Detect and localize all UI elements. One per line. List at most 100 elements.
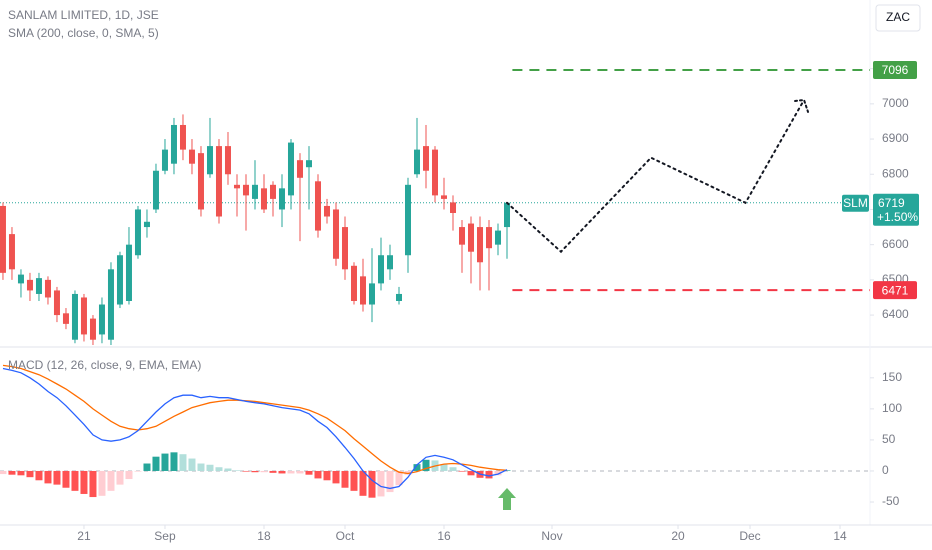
histogram-bar (188, 458, 196, 471)
candle-body (26, 279, 33, 291)
price-level-badge (873, 281, 917, 300)
projection-path (506, 99, 805, 254)
symbol-label: SLM (843, 196, 868, 210)
x-tick-label: Oct (336, 529, 355, 543)
histogram-bar (422, 459, 430, 471)
candle-body (89, 318, 96, 340)
candle-body (504, 202, 511, 228)
histogram-bar (413, 464, 421, 471)
histogram-bar (296, 470, 304, 474)
candle-body (233, 184, 240, 189)
candle-body (62, 313, 69, 324)
histogram-bar (404, 470, 412, 475)
candle-body (98, 304, 105, 335)
histogram-bar (161, 453, 169, 471)
plot-layer: 64006500660067006800690070007100-5005010… (0, 61, 919, 543)
histogram-bar (53, 470, 61, 485)
candle-body (486, 227, 493, 249)
histogram-bar (350, 470, 358, 491)
histogram-bar (251, 470, 259, 473)
histogram-bar (314, 470, 322, 479)
histogram-bar (206, 464, 214, 471)
candle-body (8, 234, 15, 270)
macd-line (2, 367, 508, 490)
candle-body (53, 290, 60, 316)
x-tick-label: 16 (437, 529, 451, 543)
currency-box[interactable] (875, 4, 921, 32)
currency-label[interactable]: ZAC (886, 10, 910, 24)
candle-body (287, 142, 294, 196)
candle-body (323, 205, 330, 217)
candle-body (17, 274, 24, 284)
signal-arrow (498, 488, 516, 510)
histogram-bar (287, 470, 295, 474)
candle-body (422, 146, 429, 171)
histogram-bar (152, 456, 160, 471)
y-tick-label: 0 (882, 463, 889, 477)
histogram-bar (305, 470, 313, 475)
y-tick-label: 150 (882, 370, 902, 384)
candle-body (80, 297, 87, 335)
candle-body (450, 202, 457, 213)
candle-body (197, 153, 204, 210)
candle-body (359, 276, 366, 305)
candle-body (432, 149, 438, 196)
x-tick-label: Dec (739, 529, 760, 543)
chart-title: SANLAM LIMITED, 1D, JSE (8, 8, 159, 22)
histogram-bar (485, 470, 493, 479)
y-tick-label: 6600 (882, 237, 909, 251)
histogram-bar (242, 470, 250, 472)
histogram-bar (323, 470, 331, 481)
candle-body (459, 227, 466, 245)
x-tick-label: Sep (154, 529, 176, 543)
histogram-bar (143, 463, 151, 471)
candle-body (278, 188, 285, 210)
histogram-bar (386, 470, 394, 493)
histogram-bar (0, 470, 7, 475)
candle-body (386, 255, 393, 270)
histogram-bar (125, 470, 133, 480)
candle-body (495, 230, 502, 245)
x-tick-label: 14 (833, 529, 847, 543)
candle-body (314, 181, 321, 231)
candle-body (296, 160, 303, 178)
candle-body (269, 184, 276, 199)
histogram-bar (377, 470, 385, 497)
candle-body (350, 265, 357, 301)
candle-body (368, 283, 375, 305)
candle-body (477, 227, 484, 263)
candle-body (71, 293, 78, 340)
candle-body (377, 255, 384, 284)
projection-arrowhead (794, 98, 810, 113)
histogram-bar (503, 470, 511, 471)
indicator-label: SMA (200, close, 0, SMA, 5) (8, 26, 159, 40)
histogram-bar (35, 470, 43, 481)
histogram-bar (467, 470, 475, 476)
x-tick-label: Nov (541, 529, 562, 543)
price-level-label: 7096 (882, 63, 909, 77)
histogram-bar (494, 470, 502, 476)
candle-body (44, 279, 51, 298)
y-tick-label: 100 (882, 401, 902, 415)
candle-body (116, 255, 123, 305)
histogram-bar (260, 470, 268, 473)
y-tick-label: -50 (882, 494, 900, 508)
histogram-bar (224, 468, 232, 471)
price-level-label: 6471 (882, 283, 909, 297)
histogram-bar (395, 470, 403, 486)
histogram-bar (197, 463, 205, 471)
histogram-bar (62, 470, 70, 488)
candle-body (161, 149, 168, 171)
candle-body (179, 124, 186, 150)
histogram-bar (368, 470, 376, 498)
candle-body (305, 160, 312, 168)
histogram-bar (179, 454, 187, 471)
candle-body (107, 269, 114, 340)
histogram-bar (332, 470, 340, 484)
histogram-bar (170, 452, 178, 471)
candle-body (395, 293, 402, 301)
candle-body (143, 221, 150, 228)
histogram-bar (8, 470, 16, 475)
candle-body (152, 170, 159, 210)
candle-body (260, 188, 267, 210)
